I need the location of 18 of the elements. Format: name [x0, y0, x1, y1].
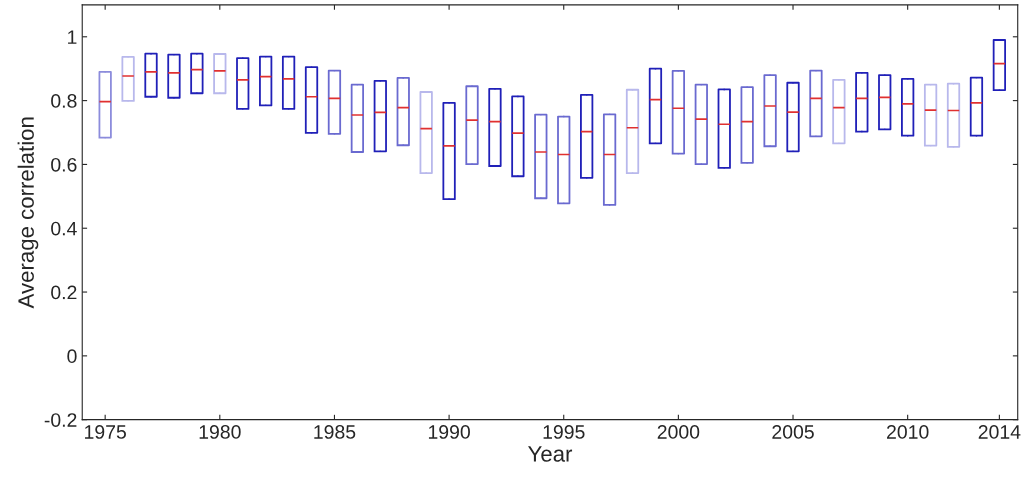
x-tick-label: 1990: [428, 425, 470, 439]
y-tick-label: 0.4: [51, 221, 77, 236]
x-tick-label: 2014: [978, 425, 1021, 439]
y-tick-label: 0.2: [51, 285, 77, 300]
x-tick-label: 2000: [657, 425, 700, 439]
x-tick-label: 2010: [887, 425, 929, 439]
x-tick-label: 1975: [85, 425, 126, 439]
y-tick-label: 0.8: [51, 94, 77, 108]
y-tick-label: 1: [68, 30, 77, 44]
y-tick-label: 0.6: [51, 157, 77, 172]
x-tick-label: 2005: [772, 425, 814, 439]
x-tick-label: 1995: [543, 425, 585, 439]
x-tick-label: 1980: [199, 425, 241, 439]
x-tick-label: 1985: [314, 425, 356, 439]
x-axis-title: Year: [528, 446, 573, 462]
y-tick-label: 0: [67, 349, 77, 364]
y-axis-title: Average correlation: [17, 117, 39, 309]
y-tick-label: -0.2: [44, 413, 77, 427]
